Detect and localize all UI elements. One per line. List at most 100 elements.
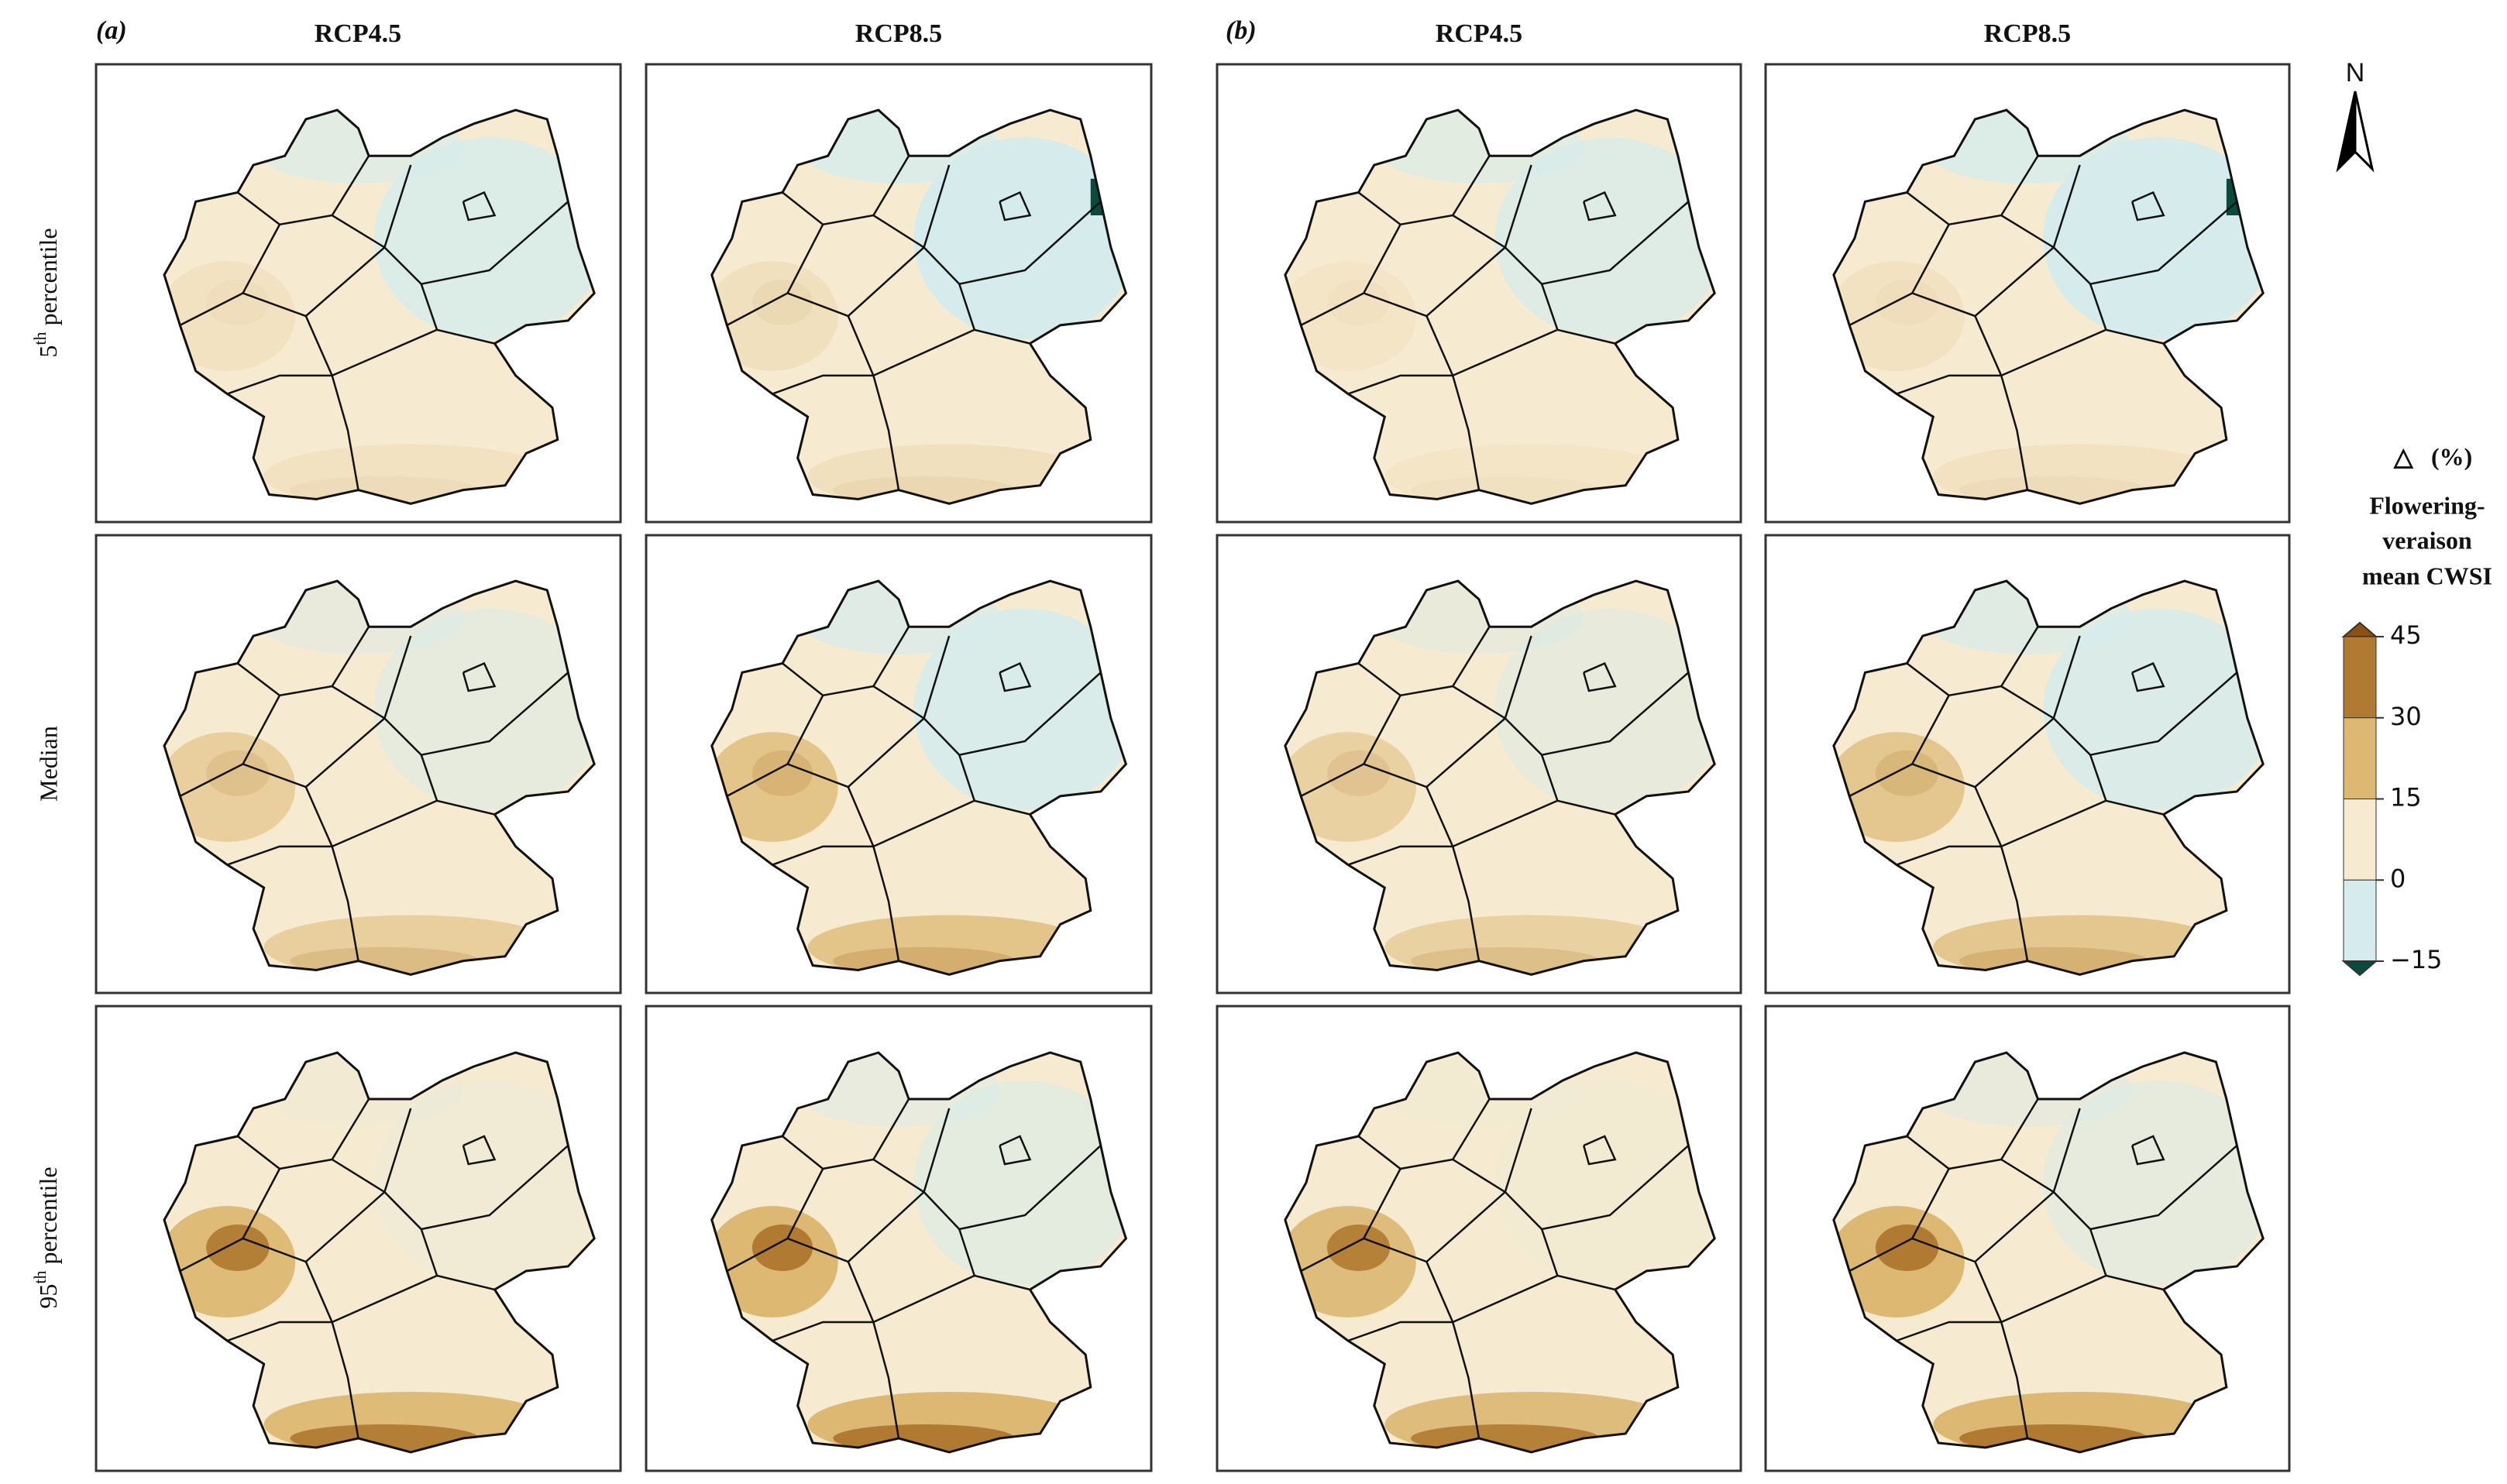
colorbar-tick-label: 0 [2390,864,2406,893]
colorbar-band [2343,799,2377,881]
state-border [1582,191,1617,222]
country-fill [1284,581,1715,975]
cool-area [1494,608,1715,810]
state-border [2130,1135,2165,1166]
state-border [462,661,497,692]
legend-unit: (%) [2431,442,2472,470]
state-border [923,672,1102,757]
state-border [226,1321,332,1342]
row-label: 5th percentile [30,228,62,357]
state-border [1582,1135,1617,1166]
state-border [1347,1321,1453,1342]
colorbar-extend-top [2341,621,2378,637]
state-border [2130,191,2165,222]
country-fill [1284,1053,1715,1452]
warm-area [1833,261,1965,371]
map-panel [1764,534,2291,994]
panels [95,63,2291,1472]
warm-area [711,732,838,842]
state-border [1906,155,2039,226]
state-border [1896,1321,2002,1342]
map-panel [1216,1005,1742,1472]
state-border [1357,1098,1491,1170]
state-border [1451,1321,1480,1439]
cool-area [373,137,595,339]
row-label: 95th percentile [30,1166,62,1308]
country-outline [163,579,596,976]
cool-area [913,1080,1126,1285]
state-border [772,845,874,866]
state-border [1451,846,1480,961]
warm-area [751,279,813,325]
cool-area [913,608,1126,810]
country-outline [1284,1051,1716,1454]
map-panel [95,534,622,994]
colorbar-tick-label: 30 [2390,702,2422,731]
state-border [383,1145,569,1231]
state-border [331,1321,359,1439]
warm-area [1284,732,1416,842]
state-border [1906,626,2039,697]
warm-area [1833,732,1965,842]
cool-area [1494,1080,1715,1285]
state-border [872,846,900,961]
state-border [782,626,910,697]
state-border [383,201,569,286]
state-border [1357,155,1491,226]
country-fill [164,1053,595,1452]
north-arrow-left [2336,91,2357,173]
state-border [1504,201,1690,286]
state-border [331,846,359,961]
state-border [1347,845,1453,866]
row-number: 95 [34,1284,62,1309]
state-border [383,672,569,757]
warm-area [711,261,838,371]
warm-area [1326,1225,1391,1271]
warm-area [1875,1225,1939,1271]
state-border [2130,661,2165,692]
warm-area [164,732,296,842]
legend-title: veraison [2382,526,2472,554]
pattern-layer [1833,110,2264,504]
state-border [782,1098,910,1170]
country-outline [710,579,1128,976]
cool-area [373,1080,595,1285]
row-number: 5 [34,345,62,358]
state-border [1357,626,1491,697]
row-text: percentile [34,228,62,325]
country-outline [1832,579,2265,976]
warm-area [751,750,813,796]
cool-area [373,608,595,810]
warm-area [751,1225,813,1271]
state-border [226,374,332,395]
group-label: (b) [1226,16,1257,45]
colorbar-tick-label: 15 [2390,783,2422,812]
map-panel [645,1005,1153,1472]
colorbar-tick-label: −15 [2390,945,2443,974]
map-panel [95,1005,622,1472]
map-panel [1216,63,1742,524]
state-border [1451,375,1480,490]
cool-area [2043,137,2264,339]
row-text: percentile [34,1166,62,1264]
state-border [462,1135,497,1166]
state-border [2052,201,2238,286]
state-border [237,155,370,226]
state-border [872,375,900,490]
column-header: RCP8.5 [1984,19,2071,48]
country-outline [163,108,596,505]
state-border [2000,1321,2029,1439]
state-border [872,1321,900,1439]
map-panel [1216,534,1742,994]
colorbar: 45 30 15 0 −15 [2341,620,2443,977]
country-outline [710,1051,1128,1454]
warm-area [206,1225,270,1271]
state-border [923,201,1102,286]
legend-symbol: △ [2393,442,2414,470]
state-border [1347,374,1453,395]
state-border [1906,1098,2039,1170]
legend-title: mean CWSI [2362,562,2492,589]
state-border [2052,1145,2238,1231]
warm-area [1875,279,1939,325]
state-border [237,1098,370,1170]
